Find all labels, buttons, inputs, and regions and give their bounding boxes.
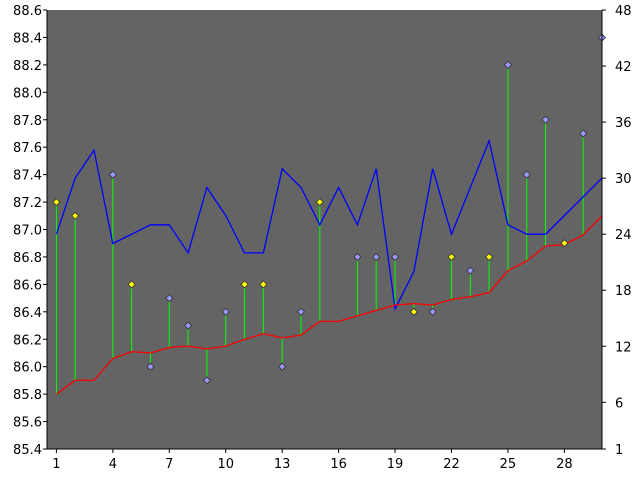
x-axis-tick-label: 1 [52,457,60,472]
left-axis-tick-label: 86.0 [13,361,42,376]
x-axis-tick-label: 28 [556,457,573,472]
left-axis-tick-label: 87.4 [13,169,42,184]
data-point-marker [71,211,80,220]
left-axis-tick-label: 86.4 [13,306,42,321]
data-point-marker [353,252,362,262]
x-axis-tick-label: 13 [274,457,291,472]
data-point-marker [278,362,287,371]
right-axis-tick-label: 6 [615,396,623,411]
x-axis-tick-label: 22 [443,457,460,472]
x-axis-tick-label: 16 [330,457,347,472]
data-point-marker [390,252,400,262]
left-axis-tick-label: 87.2 [13,196,42,211]
x-axis-tick-label: 10 [217,457,234,472]
data-point-marker [108,170,117,179]
data-point-marker [428,307,437,316]
data-point-marker [52,197,61,207]
left-axis-tick-label: 88.0 [13,86,42,101]
data-point-marker [146,362,155,371]
left-axis-tick-label: 86.8 [13,251,42,266]
line-layer [55,138,603,395]
data-point-marker [485,252,494,262]
marker-layer [52,33,607,385]
left-axis-tick-label: 85.4 [13,443,42,458]
data-point-marker [259,280,268,289]
data-point-marker [409,307,418,316]
data-point-marker [184,321,193,330]
right-axis-tick-label: 1 [615,443,623,458]
data-point-marker [541,115,550,124]
right-axis-tick-label: 36 [615,116,632,131]
data-point-marker [372,252,381,262]
data-point-marker [296,307,306,316]
data-point-marker [503,60,512,69]
x-axis-tick-label: 25 [500,457,517,472]
left-axis-line-series [56,215,603,395]
left-axis-tick-label: 85.6 [13,416,42,431]
right-axis-tick-label: 42 [615,60,632,75]
left-axis-tick-label: 85.8 [13,388,42,403]
left-axis-tick-label: 88.4 [13,31,42,46]
data-point-marker [447,252,456,262]
left-axis-tick-label: 86.6 [13,278,42,293]
left-axis-tick-label: 87.6 [13,141,42,156]
left-axis-tick-label: 88.2 [13,59,42,74]
left-axis-tick-label: 87.0 [13,224,42,239]
x-axis-tick-label: 4 [109,457,117,472]
plot-area [47,10,602,449]
x-axis-tick-label: 7 [165,457,173,472]
left-axis-tick-label: 86.2 [13,333,42,348]
x-axis-tick-label: 19 [387,457,404,472]
data-point-marker [560,239,569,248]
tick-layer: 85.4 85.6 85.8 86.0 86.2 86.4 86.6 86.8 87.0 87.2… [13,4,632,472]
data-point-marker [579,129,588,138]
data-point-marker [221,307,230,316]
left-axis-tick-label: 88.6 [13,4,42,19]
data-point-marker [165,294,174,303]
right-axis-tick-label: 48 [615,4,632,19]
data-point-marker [240,280,249,289]
left-axis-tick-label: 87.8 [13,114,42,129]
right-axis-line-series [55,138,603,312]
data-point-marker [522,170,531,179]
data-point-marker [466,266,475,275]
right-axis-tick-label: 24 [615,228,632,243]
data-point-marker [315,197,324,207]
data-point-marker [202,376,211,385]
right-axis-tick-label: 18 [615,284,632,299]
right-axis-tick-label: 30 [615,172,632,187]
right-axis-tick-label: 12 [615,340,632,355]
data-point-marker [127,280,136,289]
